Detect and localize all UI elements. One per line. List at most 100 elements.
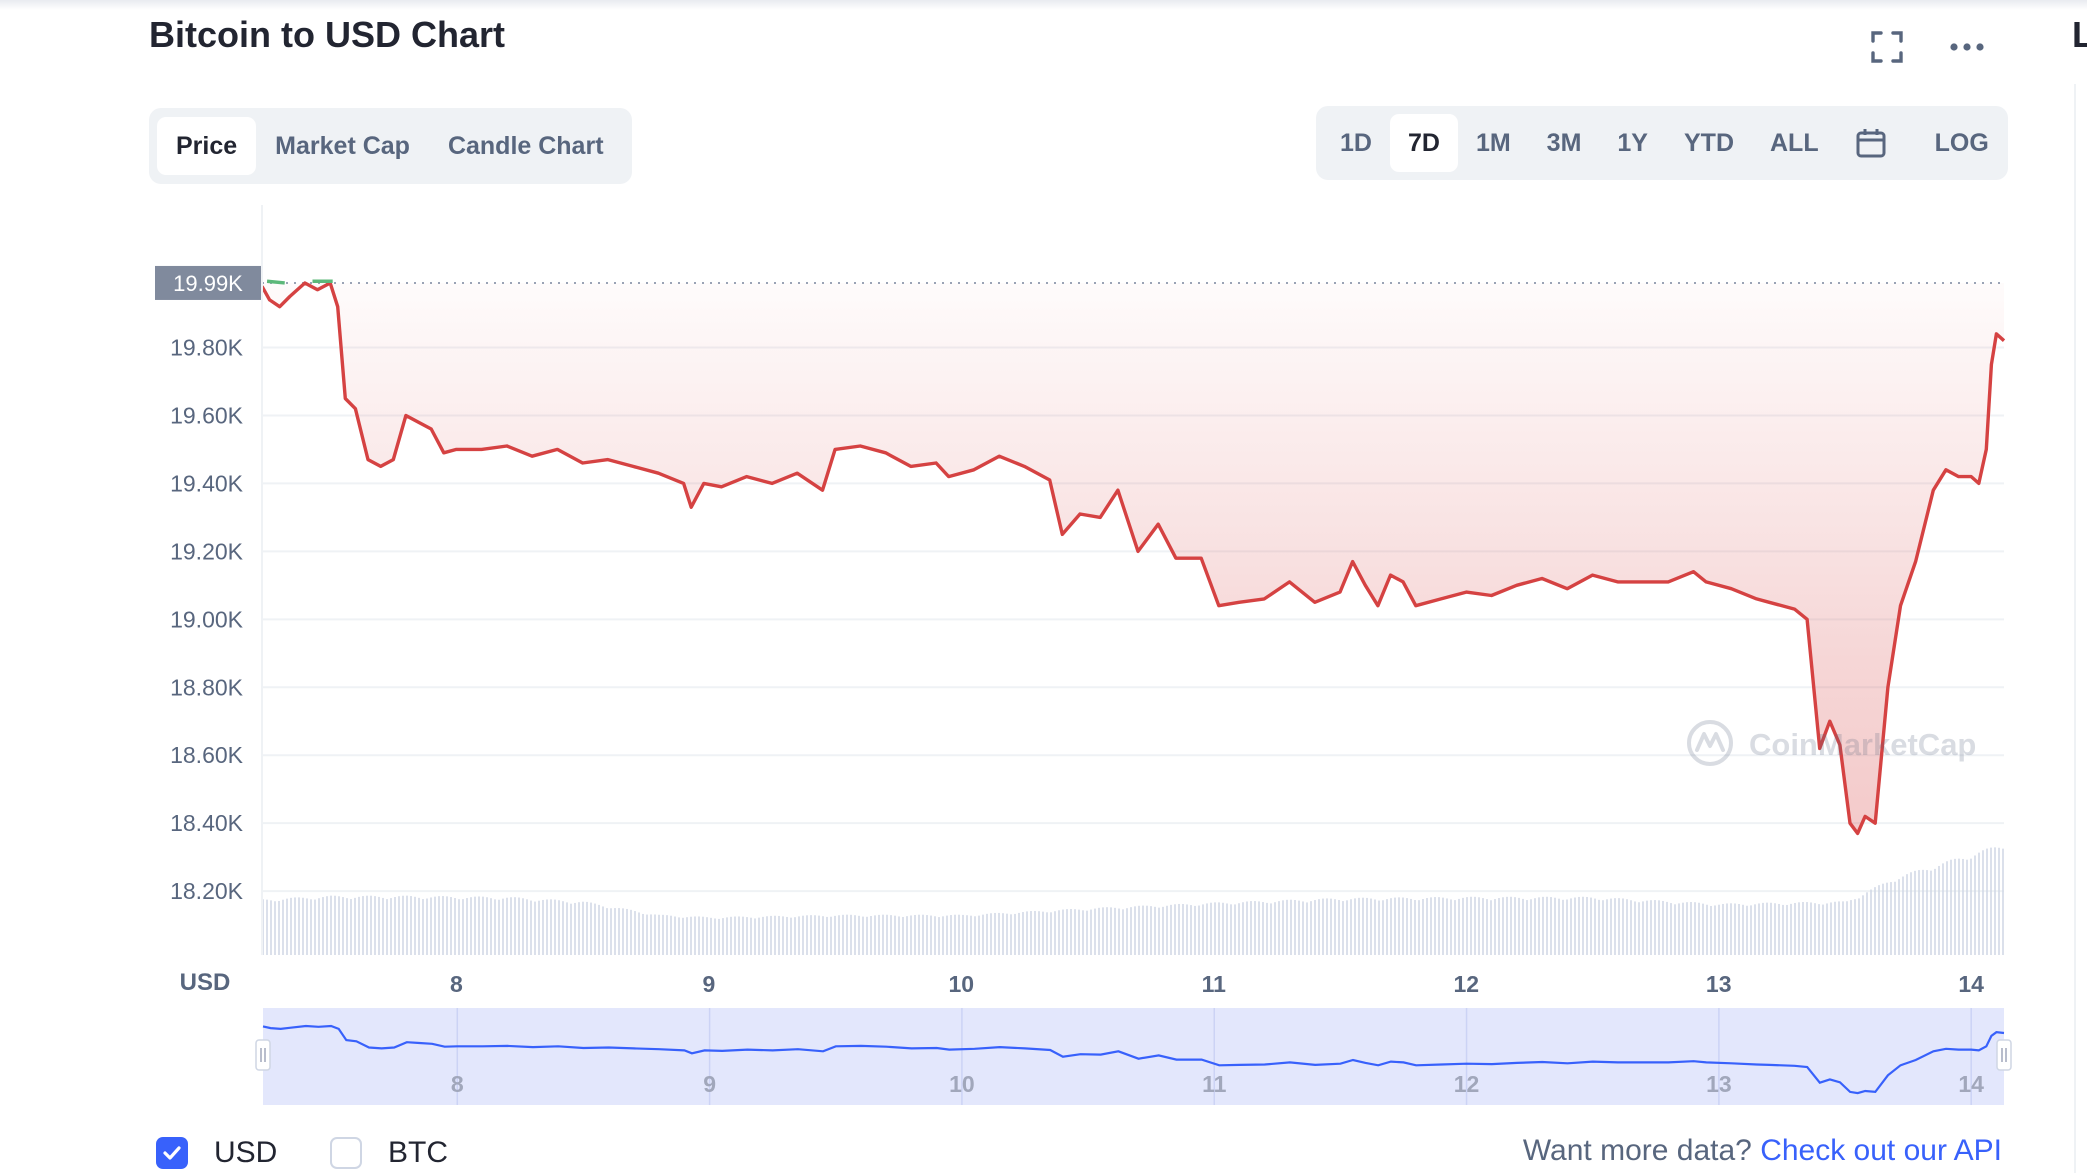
volume-bar (1162, 906, 1164, 955)
volume-bar (1026, 911, 1028, 955)
range-navigator[interactable]: 8 9 10 11 12 13 14 (255, 1008, 2012, 1105)
volume-bar (318, 898, 320, 955)
range-ytd[interactable]: YTD (1684, 128, 1734, 157)
volume-bar (1486, 899, 1488, 955)
calendar-icon[interactable] (1837, 114, 1905, 172)
volume-bar (1230, 904, 1232, 955)
volume-bar (954, 914, 956, 955)
legend-usd[interactable]: USD (156, 1136, 277, 1170)
volume-bar (666, 915, 668, 955)
api-promo: Want more data? Check out our API (1523, 1134, 2002, 1168)
volume-bar (414, 896, 416, 955)
watermark-text: CoinMarketCap (1749, 727, 1976, 762)
volume-bar (438, 896, 440, 955)
y-tick-label: 19.60K (170, 402, 244, 428)
volume-bar (282, 899, 284, 955)
volume-bar (778, 915, 780, 955)
volume-bar (1518, 897, 1520, 955)
volume-bar (1470, 896, 1472, 955)
volume-bar (294, 897, 296, 955)
volume-bar (1418, 900, 1420, 955)
range-3m[interactable]: 3M (1546, 128, 1582, 157)
volume-bar (1642, 901, 1644, 955)
handle-grip[interactable] (1996, 1039, 2012, 1071)
volume-bar (1358, 897, 1360, 955)
volume-bar (1798, 902, 1800, 955)
volume-bar (490, 898, 492, 955)
volume-bar (1462, 897, 1464, 955)
volume-bar (1758, 903, 1760, 955)
volume-bar (1730, 903, 1732, 955)
volume-bar (1658, 900, 1660, 955)
volume-bar (1354, 898, 1356, 955)
volume-bar (654, 914, 656, 955)
volume-bar (1146, 905, 1148, 955)
volume-bar (1406, 898, 1408, 955)
navigator-handle-right[interactable] (1996, 1039, 2012, 1071)
volume-bar (930, 915, 932, 955)
volume-bar (1014, 913, 1016, 955)
volume-bar (1342, 901, 1344, 955)
edge-heading-fragment: L (2072, 14, 2087, 55)
navigator-line (262, 1024, 2005, 1095)
volume-bar (1502, 897, 1504, 955)
range-1y[interactable]: 1Y (1617, 128, 1648, 157)
volume-bar (350, 899, 352, 955)
volume-bar (958, 914, 960, 955)
volume-bar (1650, 900, 1652, 955)
legend-btc[interactable]: BTC (330, 1136, 448, 1170)
volume-bar (1106, 907, 1108, 955)
volume-bar (1002, 913, 1004, 955)
tab-market-cap[interactable]: Market Cap (275, 131, 410, 160)
volume-bar (290, 897, 292, 955)
volume-bar (962, 914, 964, 955)
volume-bar (1594, 898, 1596, 955)
volume-bar (946, 915, 948, 955)
tab-candle-chart[interactable]: Candle Chart (447, 131, 604, 160)
volume-bar (1338, 900, 1340, 955)
btc-checkbox[interactable] (330, 1137, 362, 1169)
navigator-handle-left[interactable] (255, 1039, 271, 1071)
range-7d[interactable]: 7D (1389, 114, 1458, 172)
volume-bar (1018, 912, 1020, 955)
more-icon[interactable] (1942, 22, 1992, 72)
volume-bar (774, 915, 776, 955)
volume-bar (426, 898, 428, 955)
usd-checkbox[interactable] (156, 1137, 188, 1169)
chart-type-tabs: Price Market Cap Candle Chart (149, 108, 632, 184)
fullscreen-icon[interactable] (1862, 22, 1912, 72)
volume-bar (1562, 899, 1564, 955)
volume-bar (1054, 911, 1056, 955)
volume-bar (722, 918, 724, 955)
volume-bar (738, 916, 740, 955)
log-scale-toggle[interactable]: LOG (1934, 128, 1989, 157)
volume-bar (1206, 903, 1208, 955)
volume-bar (1434, 897, 1436, 955)
volume-bar (1150, 906, 1152, 955)
range-all[interactable]: ALL (1770, 128, 1819, 157)
volume-bar (1902, 876, 1904, 955)
volume-bar (770, 915, 772, 955)
volume-bar (582, 901, 584, 955)
volume-bar (870, 916, 872, 955)
volume-bar (978, 915, 980, 955)
volume-bar (802, 915, 804, 955)
volume-bar (1082, 910, 1084, 955)
volume-bar (1442, 897, 1444, 955)
api-link[interactable]: Check out our API (1760, 1134, 2002, 1167)
volume-bar (1510, 896, 1512, 955)
volume-bar (966, 915, 968, 955)
range-1d[interactable]: 1D (1340, 128, 1372, 157)
handle-grip[interactable] (255, 1039, 271, 1071)
tab-price[interactable]: Price (157, 117, 257, 175)
range-1m[interactable]: 1M (1475, 128, 1511, 157)
volume-bar (478, 896, 480, 955)
volume-bar (1626, 899, 1628, 955)
volume-bar (1946, 861, 1948, 955)
volume-bar (1094, 908, 1096, 955)
volume-bar (662, 914, 664, 955)
volume-bar (1694, 902, 1696, 955)
volume-bar (830, 916, 832, 955)
volume-bar (1846, 901, 1848, 955)
